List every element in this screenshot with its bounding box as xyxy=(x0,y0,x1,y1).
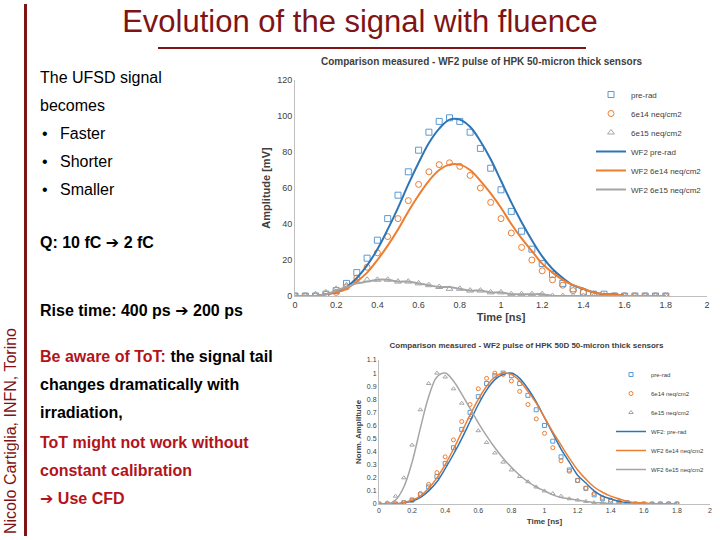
svg-text:20: 20 xyxy=(282,255,292,265)
svg-text:40: 40 xyxy=(282,219,292,229)
svg-text:6e15 neq/cm2: 6e15 neq/cm2 xyxy=(651,410,690,416)
svg-text:1.8: 1.8 xyxy=(672,507,682,514)
svg-text:0.2: 0.2 xyxy=(367,474,377,481)
svg-text:0.5: 0.5 xyxy=(367,435,377,442)
svg-text:WF2 6e14 neq/cm2: WF2 6e14 neq/cm2 xyxy=(651,448,704,454)
svg-text:WF2 pre-rad: WF2 pre-rad xyxy=(631,148,676,157)
svg-text:0.4: 0.4 xyxy=(440,507,450,514)
svg-text:6e15 neq/cm2: 6e15 neq/cm2 xyxy=(631,129,682,138)
svg-text:60: 60 xyxy=(282,183,292,193)
svg-text:Comparison measured - WF2 puls: Comparison measured - WF2 pulse of HPK 5… xyxy=(390,341,664,350)
svg-text:pre-rad: pre-rad xyxy=(651,372,670,378)
svg-text:1: 1 xyxy=(543,507,547,514)
svg-text:0.3: 0.3 xyxy=(367,461,377,468)
html-text:Nicolo Cartiglia, INFN, Torino: Nicolo Cartiglia, INFN, Torino xyxy=(2,328,19,534)
svg-text:0.8: 0.8 xyxy=(454,300,467,310)
svg-text:0: 0 xyxy=(292,300,297,310)
svg-text:0.8: 0.8 xyxy=(367,396,377,403)
svg-text:0.8: 0.8 xyxy=(507,507,517,514)
svg-text:0: 0 xyxy=(287,291,292,301)
html-text:Q: 10 fC ➔ 2 fC: Q: 10 fC ➔ 2 fC xyxy=(40,234,154,251)
svg-text:0.4: 0.4 xyxy=(371,300,384,310)
svg-text:0.4: 0.4 xyxy=(367,448,377,455)
svg-text:0.6: 0.6 xyxy=(367,422,377,429)
html-text:Smaller: Smaller xyxy=(60,181,115,198)
svg-text:1.2: 1.2 xyxy=(536,300,549,310)
svg-text:WF2: pre-rad: WF2: pre-rad xyxy=(651,429,686,435)
svg-text:1.6: 1.6 xyxy=(639,507,649,514)
svg-text:120: 120 xyxy=(277,75,292,85)
svg-text:Time [ns]: Time [ns] xyxy=(477,311,526,323)
svg-text:pre-rad: pre-rad xyxy=(631,91,657,100)
html-text:Shorter: Shorter xyxy=(60,153,113,170)
svg-text:1.4: 1.4 xyxy=(577,300,590,310)
svg-text:1.8: 1.8 xyxy=(660,300,673,310)
svg-text:1.2: 1.2 xyxy=(573,507,583,514)
svg-text:0.6: 0.6 xyxy=(412,300,425,310)
svg-text:6e14 neq/cm2: 6e14 neq/cm2 xyxy=(631,110,682,119)
svg-text:0.1: 0.1 xyxy=(367,487,377,494)
html-text:The UFSD signal becomes: The UFSD signal becomes xyxy=(40,69,162,114)
svg-text:0: 0 xyxy=(373,500,377,507)
svg-text:0.6: 0.6 xyxy=(473,507,483,514)
svg-text:0.2: 0.2 xyxy=(330,300,343,310)
svg-text:6e14 neq/cm2: 6e14 neq/cm2 xyxy=(651,391,690,397)
html-text:➔ Use CFD: ➔ Use CFD xyxy=(40,490,125,507)
svg-text:0.2: 0.2 xyxy=(407,507,417,514)
svg-text:1: 1 xyxy=(498,300,503,310)
svg-text:100: 100 xyxy=(277,111,292,121)
html-text:Evolution of the signal with f: Evolution of the signal with fluence xyxy=(122,4,598,39)
html-text:ToT might not work without con: ToT might not work without constant cali… xyxy=(40,434,249,479)
svg-text:WF2 6e15 neq/cm2: WF2 6e15 neq/cm2 xyxy=(651,467,704,473)
svg-text:2: 2 xyxy=(704,300,709,310)
svg-text:Norm. Amplitude: Norm. Amplitude xyxy=(354,399,363,464)
svg-text:80: 80 xyxy=(282,147,292,157)
svg-text:0: 0 xyxy=(377,507,381,514)
svg-text:0.9: 0.9 xyxy=(367,383,377,390)
svg-text:Amplitude [mV]: Amplitude [mV] xyxy=(260,147,272,229)
svg-text:1.6: 1.6 xyxy=(618,300,631,310)
svg-text:1.4: 1.4 xyxy=(606,507,616,514)
svg-text:2: 2 xyxy=(708,507,712,514)
svg-text:Time [ns]: Time [ns] xyxy=(527,517,563,526)
svg-text:WF2 6e15 neq/cm2: WF2 6e15 neq/cm2 xyxy=(631,186,701,195)
svg-text:Comparison measured - WF2 puls: Comparison measured - WF2 pulse of HPK 5… xyxy=(321,56,643,67)
svg-text:0.7: 0.7 xyxy=(367,409,377,416)
html-text:Faster: Faster xyxy=(60,125,106,142)
svg-text:1: 1 xyxy=(373,370,377,377)
svg-text:1.1: 1.1 xyxy=(367,356,377,363)
html-text:Be aware of ToT: the signal ta: Be aware of ToT: the signal tail changes… xyxy=(40,348,273,421)
svg-text:WF2 6e14 neq/cm2: WF2 6e14 neq/cm2 xyxy=(631,167,701,176)
html-text:Rise time: 400 ps ➔ 200 ps: Rise time: 400 ps ➔ 200 ps xyxy=(40,302,243,319)
